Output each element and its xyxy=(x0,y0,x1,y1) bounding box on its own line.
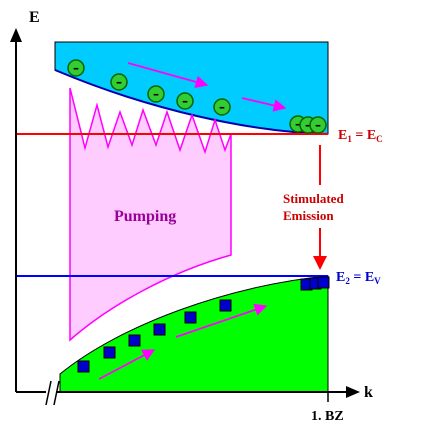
stimulated-emission-arrow xyxy=(313,145,327,270)
hole-icon xyxy=(128,334,141,347)
arrow-icon xyxy=(175,303,268,338)
arrow-icon xyxy=(98,349,156,380)
electron-icon: – xyxy=(176,92,194,110)
electron-icon: – xyxy=(213,98,231,116)
electron-icon: – xyxy=(309,116,327,134)
svg-text:–: – xyxy=(305,118,311,132)
hole-icon xyxy=(103,346,116,359)
svg-text:–: – xyxy=(73,61,79,75)
electron-icon: – xyxy=(110,73,128,91)
svg-text:–: – xyxy=(116,75,122,89)
axes xyxy=(10,28,360,406)
svg-text:–: – xyxy=(182,94,188,108)
electrons: – – – – – – – – xyxy=(67,59,327,134)
axis-break-right xyxy=(53,380,60,406)
x-axis-label: k xyxy=(364,384,373,401)
e1-label: E1 = EC xyxy=(338,128,383,144)
hole-icon xyxy=(77,360,90,373)
stimulated-emission-line1: Stimulated xyxy=(283,191,344,206)
axis-break-left xyxy=(45,380,52,406)
arrow-icon xyxy=(241,97,287,112)
electron-icon: – xyxy=(147,85,165,103)
motion-arrows xyxy=(98,62,287,380)
stimulated-emission-line2: Emission xyxy=(283,208,334,223)
hole-icon xyxy=(219,299,232,312)
hole-icon xyxy=(184,311,197,324)
svg-text:–: – xyxy=(153,87,159,101)
brillouin-zone-label: 1. BZ xyxy=(311,409,344,424)
arrow-icon xyxy=(127,62,209,89)
hole-icon xyxy=(153,323,166,336)
y-axis-label: E xyxy=(29,9,40,26)
pumping-label: Pumping xyxy=(114,208,176,225)
hole-icon xyxy=(317,276,330,289)
svg-text:–: – xyxy=(295,117,301,131)
svg-text:–: – xyxy=(219,100,225,114)
holes xyxy=(77,276,330,373)
e2-label: E2 = EV xyxy=(336,270,381,286)
electron-icon: – xyxy=(67,59,85,77)
svg-text:–: – xyxy=(315,118,321,132)
